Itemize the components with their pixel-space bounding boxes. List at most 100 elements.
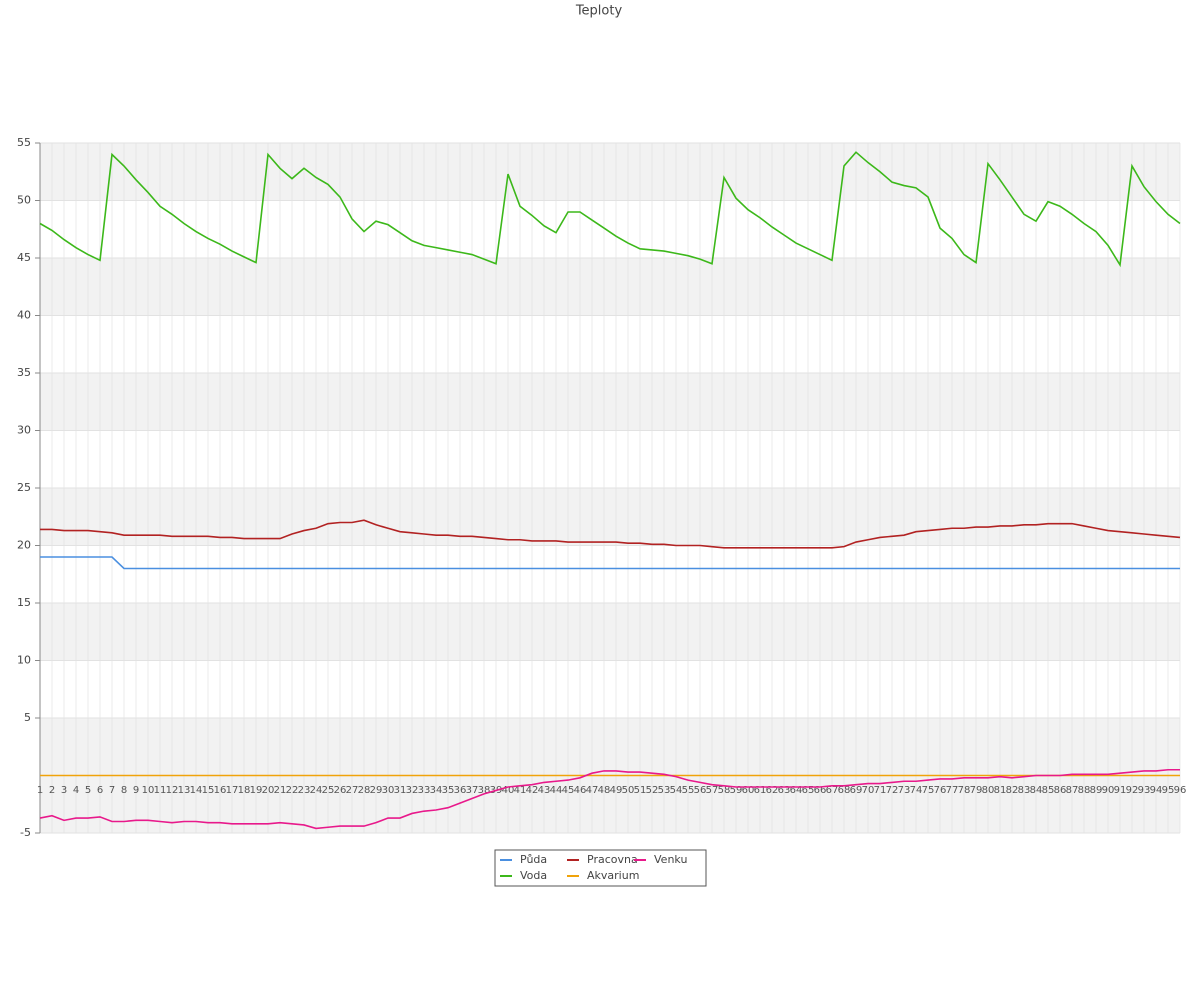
- x-tick-label: 47: [586, 785, 599, 796]
- x-tick-label: 54: [670, 785, 683, 796]
- x-tick-label: 91: [1114, 785, 1127, 796]
- x-tick-label: 33: [418, 785, 431, 796]
- x-tick-label: 13: [178, 785, 191, 796]
- legend-label: Půda: [520, 853, 547, 866]
- x-tick-label: 16: [214, 785, 227, 796]
- x-tick-label: 64: [790, 785, 803, 796]
- x-tick-label: 41: [514, 785, 527, 796]
- x-tick-label: 49: [610, 785, 623, 796]
- x-tick-label: 67: [826, 785, 839, 796]
- x-tick-label: 84: [1030, 785, 1043, 796]
- x-tick-label: 24: [310, 785, 323, 796]
- x-tick-label: 11: [154, 785, 167, 796]
- legend-label: Venku: [654, 853, 687, 866]
- x-tick-label: 1: [37, 785, 43, 796]
- x-tick-label: 28: [358, 785, 371, 796]
- x-tick-label: 44: [550, 785, 563, 796]
- x-tick-label: 36: [454, 785, 467, 796]
- x-tick-label: 83: [1018, 785, 1031, 796]
- x-tick-label: 40: [502, 785, 515, 796]
- legend-label: Voda: [520, 869, 547, 882]
- x-tick-label: 2: [49, 785, 55, 796]
- x-tick-label: 56: [694, 785, 707, 796]
- y-tick-label: 20: [17, 539, 31, 552]
- x-tick-label: 48: [598, 785, 611, 796]
- y-tick-label: 30: [17, 424, 31, 437]
- x-tick-label: 95: [1162, 785, 1175, 796]
- x-tick-label: 45: [562, 785, 575, 796]
- x-tick-label: 27: [346, 785, 359, 796]
- x-tick-label: 25: [322, 785, 335, 796]
- x-tick-label: 58: [718, 785, 731, 796]
- x-tick-label: 94: [1150, 785, 1163, 796]
- x-tick-label: 18: [238, 785, 251, 796]
- x-tick-label: 43: [538, 785, 551, 796]
- x-tick-label: 87: [1066, 785, 1079, 796]
- x-tick-label: 19: [250, 785, 263, 796]
- x-tick-label: 96: [1174, 785, 1187, 796]
- x-tick-label: 85: [1042, 785, 1055, 796]
- y-tick-label: 15: [17, 596, 31, 609]
- x-tick-label: 52: [646, 785, 659, 796]
- series-line: [39, 768, 1180, 830]
- x-tick-label: 37: [466, 785, 479, 796]
- x-tick-label: 3: [61, 785, 67, 796]
- grid-band: [40, 488, 1180, 546]
- x-tick-label: 73: [898, 785, 911, 796]
- legend-label: Pracovna: [587, 853, 638, 866]
- x-tick-label: 17: [226, 785, 239, 796]
- x-tick-label: 26: [334, 785, 347, 796]
- x-tick-label: 31: [394, 785, 407, 796]
- grid-band: [40, 603, 1180, 661]
- x-tick-label: 90: [1102, 785, 1115, 796]
- x-tick-label: 55: [682, 785, 695, 796]
- x-tick-label: 29: [370, 785, 383, 796]
- x-tick-label: 10: [142, 785, 155, 796]
- x-tick-label: 32: [406, 785, 419, 796]
- x-tick-label: 74: [910, 785, 923, 796]
- x-tick-label: 38: [478, 785, 491, 796]
- x-tick-label: 4: [73, 785, 79, 796]
- x-tick-label: 78: [958, 785, 971, 796]
- x-tick-label: 79: [970, 785, 983, 796]
- x-tick-label: 88: [1078, 785, 1091, 796]
- y-tick-label: 55: [17, 136, 31, 149]
- y-tick-label: -5: [20, 826, 31, 839]
- x-tick-label: 82: [1006, 785, 1019, 796]
- x-tick-label: 66: [814, 785, 827, 796]
- x-tick-label: 34: [430, 785, 443, 796]
- x-tick-label: 8: [121, 785, 127, 796]
- x-tick-label: 76: [934, 785, 947, 796]
- series-line: [39, 151, 1181, 268]
- x-tick-label: 89: [1090, 785, 1103, 796]
- x-tick-label: 59: [730, 785, 743, 796]
- x-tick-label: 70: [862, 785, 875, 796]
- x-tick-label: 30: [382, 785, 395, 796]
- x-tick-label: 35: [442, 785, 455, 796]
- legend: Půda Voda Pracovna Akvarium Venku: [494, 849, 707, 887]
- x-tick-label: 65: [802, 785, 815, 796]
- x-tick-label: 71: [874, 785, 887, 796]
- y-tick-label: 35: [17, 366, 31, 379]
- legend-box: [494, 849, 707, 887]
- x-tick-label: 57: [706, 785, 719, 796]
- x-tick-label: 75: [922, 785, 935, 796]
- x-tick-label: 68: [838, 785, 851, 796]
- x-tick-label: 93: [1138, 785, 1151, 796]
- x-tick-label: 72: [886, 785, 899, 796]
- x-tick-label: 86: [1054, 785, 1067, 796]
- x-tick-label: 9: [133, 785, 139, 796]
- x-tick-label: 15: [202, 785, 215, 796]
- series-line: [40, 519, 1181, 549]
- y-tick-label: 50: [17, 194, 31, 207]
- x-tick-label: 20: [262, 785, 275, 796]
- x-tick-label: 14: [190, 785, 203, 796]
- grid-band: [40, 143, 1180, 201]
- x-tick-label: 81: [994, 785, 1007, 796]
- x-tick-label: 69: [850, 785, 863, 796]
- x-tick-label: 61: [754, 785, 767, 796]
- x-tick-label: 50: [622, 785, 635, 796]
- x-tick-label: 23: [298, 785, 311, 796]
- x-tick-label: 21: [274, 785, 287, 796]
